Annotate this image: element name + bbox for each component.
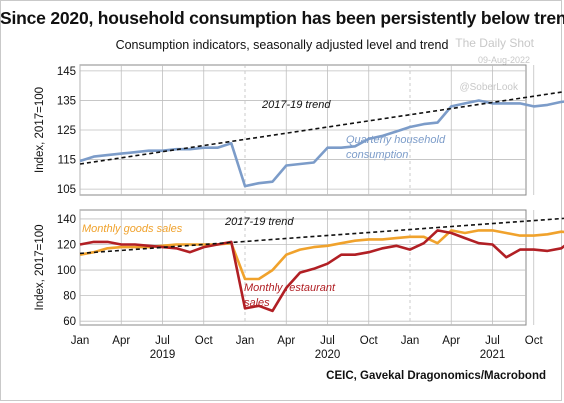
restaurant-sales-line	[79, 229, 564, 313]
x-tick-label: Oct	[525, 335, 544, 347]
x-tick-label: Apr	[277, 335, 295, 347]
x-tick-label: Apr	[442, 335, 460, 347]
y-tick-label: 60	[63, 316, 76, 328]
y-tick-label: 105	[57, 184, 76, 196]
x-tick-label: Jul	[155, 335, 170, 347]
chart-title: Since 2020, household consumption has be…	[0, 8, 564, 28]
x-year-label: 2021	[480, 349, 506, 361]
trend-line	[79, 217, 564, 255]
restaurant-annotation-line2: sales	[244, 297, 270, 309]
x-tick-label: Jan	[71, 335, 90, 347]
panel-1: 105 115 125 135 145 Index, 2017=100	[34, 64, 564, 196]
household-annotation-line1: Quarterly household	[346, 134, 446, 146]
goods-sales-line	[79, 229, 564, 281]
y-tick-label: 145	[57, 66, 76, 78]
household-annotation-line2: consumption	[346, 149, 408, 161]
x-year-label: 2020	[315, 349, 341, 361]
trend-annotation-top: 2017-19 trend	[261, 99, 331, 111]
y-axis-label: Index, 2017=100	[34, 224, 46, 310]
watermark-date: 09-Aug-2022	[477, 55, 530, 65]
x-tick-label: Jan	[236, 335, 255, 347]
y-tick-label: 140	[57, 214, 76, 226]
y-axis-label: Index, 2017=100	[34, 87, 46, 173]
chart-subtitle: Consumption indicators, seasonally adjus…	[115, 38, 449, 52]
watermark-handle: @SoberLook	[459, 82, 518, 93]
x-tick-label: Jul	[485, 335, 500, 347]
source-note: CEIC, Gavekal Dragonomics/Macrobond	[326, 370, 546, 382]
household-consumption-line	[79, 99, 564, 188]
x-tick-label: Apr	[112, 335, 130, 347]
x-tick-label: Jan	[401, 335, 420, 347]
y-tick-label: 120	[57, 240, 76, 252]
y-tick-label: 125	[57, 125, 76, 137]
x-year-label: 2019	[150, 349, 176, 361]
x-tick-label: Oct	[195, 335, 214, 347]
watermark-brand: The Daily Shot	[455, 36, 534, 50]
trend-annotation-bottom: 2017-19 trend	[224, 216, 294, 228]
panel-2: 60 80 100 120 140 Index, 2017=100	[34, 209, 564, 328]
restaurant-annotation-line1: Monthly restaurant	[244, 282, 336, 294]
y-tick-label: 80	[63, 291, 76, 303]
y-tick-label: 135	[57, 95, 76, 107]
goods-annotation: Monthly goods sales	[82, 223, 183, 235]
x-tick-label: Oct	[360, 335, 379, 347]
y-tick-label: 115	[58, 155, 76, 167]
x-tick-label: Jul	[320, 335, 335, 347]
y-tick-label: 100	[57, 265, 76, 277]
